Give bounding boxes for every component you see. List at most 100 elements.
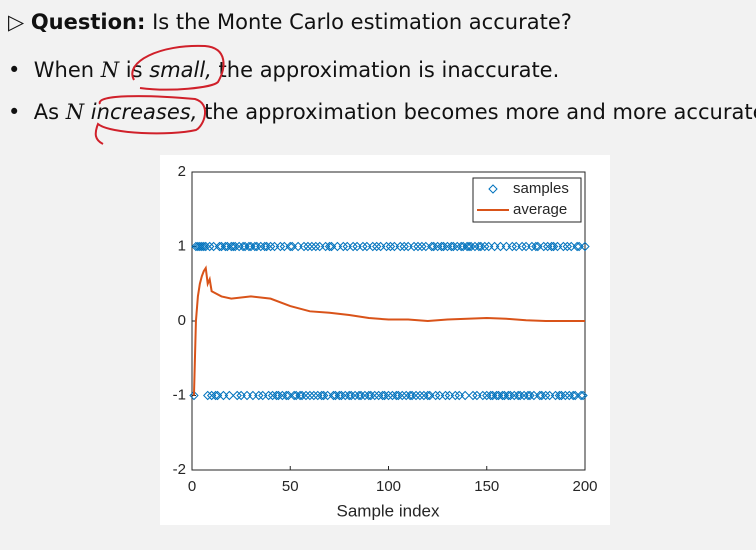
average-line xyxy=(192,265,585,396)
bullet-dot: • xyxy=(8,100,34,124)
sample-marker xyxy=(263,390,274,401)
sample-marker xyxy=(478,390,488,401)
sample-marker xyxy=(366,390,376,401)
y-tick-label: 2 xyxy=(178,163,186,180)
emphasis: increases, xyxy=(90,100,198,124)
sample-marker xyxy=(254,390,264,401)
bullet: • As N increases, the approximation beco… xyxy=(8,100,756,124)
sample-marker xyxy=(462,241,472,252)
sample-marker xyxy=(393,390,404,401)
sample-marker xyxy=(201,241,211,252)
text: the approximation is inaccurate. xyxy=(211,58,560,82)
sample-marker xyxy=(548,241,559,252)
sample-marker xyxy=(189,390,199,401)
question-text: Is the Monte Carlo estimation accurate? xyxy=(152,10,572,34)
sample-marker xyxy=(428,241,439,252)
sample-marker xyxy=(415,390,425,401)
sample-marker xyxy=(383,390,394,401)
sample-marker xyxy=(580,241,590,252)
text: is xyxy=(119,58,150,82)
sample-marker xyxy=(285,241,295,252)
legend-label: samples xyxy=(513,180,569,197)
sample-marker xyxy=(348,241,358,252)
sample-marker xyxy=(301,390,311,401)
sample-marker xyxy=(560,390,571,401)
sample-marker xyxy=(232,390,242,401)
sample-marker xyxy=(324,241,335,252)
y-tick-label: -1 xyxy=(173,386,186,403)
text: As xyxy=(33,100,66,124)
sample-marker xyxy=(318,390,329,401)
sample-marker xyxy=(230,241,240,252)
sample-marker xyxy=(358,241,368,252)
bullet: • When N is small, the approximation is … xyxy=(8,58,559,82)
sample-marker xyxy=(438,241,449,252)
sample-marker xyxy=(197,241,207,252)
sample-marker xyxy=(409,241,419,252)
sample-marker xyxy=(265,241,276,252)
sample-marker xyxy=(299,241,309,252)
sample-marker xyxy=(297,390,307,401)
sample-marker xyxy=(338,241,349,252)
math: N xyxy=(65,100,85,124)
sample-marker xyxy=(309,390,319,401)
sample-marker xyxy=(385,241,396,252)
x-tick-label: 50 xyxy=(282,478,299,495)
sample-marker xyxy=(311,241,321,252)
sample-marker xyxy=(578,390,588,401)
sample-marker xyxy=(558,241,569,252)
bullet-dot: • xyxy=(8,58,34,82)
sample-marker xyxy=(413,241,423,252)
sample-marker xyxy=(307,241,317,252)
text: When xyxy=(33,58,101,82)
sample-marker xyxy=(346,390,356,401)
sample-marker xyxy=(505,390,516,401)
y-tick-label: 0 xyxy=(178,312,186,329)
y-tick-label: -2 xyxy=(173,461,186,478)
sample-marker xyxy=(517,241,527,252)
sample-marker xyxy=(261,241,272,252)
sample-marker xyxy=(210,390,221,401)
sample-marker xyxy=(540,390,551,401)
sample-marker xyxy=(430,390,441,401)
sample-marker xyxy=(399,241,409,252)
sample-marker xyxy=(466,241,476,252)
legend-label: average xyxy=(513,201,567,218)
sample-marker xyxy=(417,241,427,252)
sample-marker xyxy=(303,241,313,252)
sample-marker xyxy=(423,390,433,401)
sample-marker xyxy=(204,241,215,252)
sample-marker xyxy=(273,390,284,401)
sample-marker xyxy=(252,241,262,252)
sample-marker xyxy=(450,390,461,401)
sample-marker xyxy=(372,241,382,252)
legend-marker xyxy=(488,184,498,194)
sample-marker xyxy=(368,241,378,252)
sample-marker xyxy=(476,241,486,252)
legend-box xyxy=(472,177,582,223)
sample-marker xyxy=(537,390,547,401)
sample-marker xyxy=(448,241,459,252)
text xyxy=(84,100,91,124)
sample-marker xyxy=(562,241,573,252)
sample-marker xyxy=(356,390,366,401)
question: ▷ Question: Is the Monte Carlo estimatio… xyxy=(8,10,572,34)
sample-marker xyxy=(568,390,578,401)
sample-marker xyxy=(395,241,405,252)
sample-marker xyxy=(336,390,347,401)
sample-marker xyxy=(556,390,567,401)
sample-marker xyxy=(407,390,417,401)
sample-marker xyxy=(539,241,549,252)
sample-marker xyxy=(468,390,478,401)
sample-marker xyxy=(281,390,292,401)
x-tick-label: 100 xyxy=(376,478,401,495)
y-tick-label: 1 xyxy=(178,237,186,254)
sample-marker xyxy=(226,241,237,252)
x-tick-label: 200 xyxy=(572,478,597,495)
emphasis: small, xyxy=(149,58,212,82)
sample-marker xyxy=(203,390,213,401)
chart: Sample index -2 -1 0 1 2 0 50 100 150 200 samples a… xyxy=(160,155,610,525)
sample-marker xyxy=(379,390,390,401)
x-tick-label: 150 xyxy=(474,478,499,495)
